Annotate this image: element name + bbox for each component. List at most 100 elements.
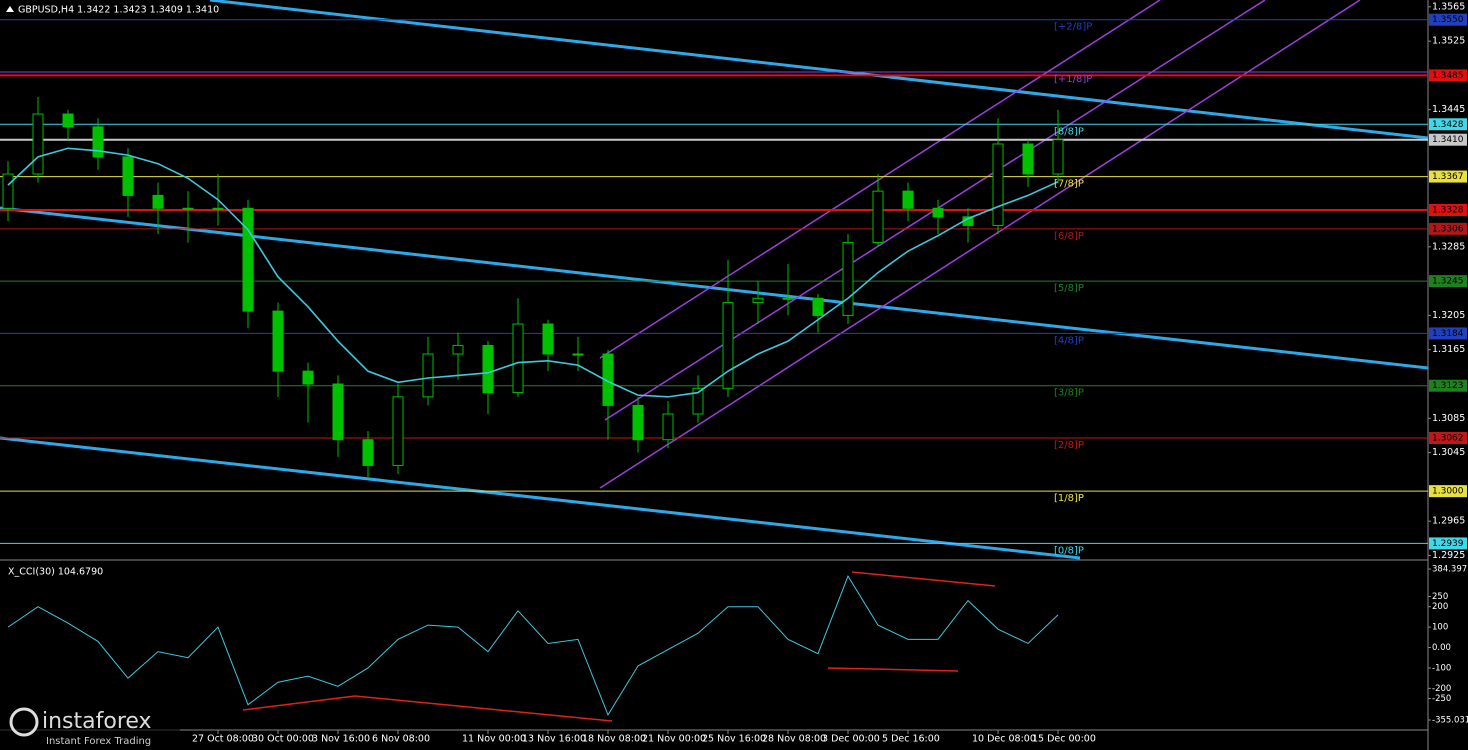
candle-body <box>2 173 14 209</box>
level-tag: [4/8]P <box>1054 335 1084 346</box>
y-tick-label: 1.3085 <box>1432 413 1465 424</box>
x-tick-label: 3 Nov 16:00 <box>312 734 370 745</box>
y-tick-label: 1.2965 <box>1432 516 1465 527</box>
candle-body <box>302 370 314 385</box>
y-tick-label: 1.3565 <box>1432 1 1465 12</box>
price-box <box>1429 222 1467 235</box>
candle-body <box>242 207 254 312</box>
candle-body <box>452 344 464 355</box>
candle-body <box>902 190 914 209</box>
candle-body <box>392 396 404 466</box>
y-tick-label: 1.3165 <box>1432 344 1465 355</box>
logo-tagline: Instant Forex Trading <box>46 736 151 747</box>
y-tick-label: 200 <box>1432 602 1448 612</box>
level-tag: [8/8]P <box>1054 126 1084 137</box>
price-box <box>1429 118 1467 131</box>
level-tag: [+2/8]P <box>1054 22 1092 33</box>
price-box-label: 1.3245 <box>1432 277 1464 287</box>
y-tick-label: 100 <box>1432 623 1448 633</box>
price-box <box>1429 275 1467 288</box>
price-box <box>1429 327 1467 340</box>
level-tag: [+1/8]P <box>1054 74 1092 85</box>
candle-body <box>542 323 554 355</box>
candle-body <box>212 207 224 210</box>
candle-body <box>152 194 164 209</box>
x-tick-label: 10 Dec 08:00 <box>972 734 1036 745</box>
candle-body <box>572 353 584 356</box>
candle-body <box>122 156 134 196</box>
price-box-label: 1.3428 <box>1432 120 1464 130</box>
level-tag: [5/8]P <box>1054 283 1084 294</box>
x-tick-label: 25 Nov 16:00 <box>702 734 766 745</box>
candle-body <box>512 323 524 394</box>
candle-body <box>692 387 704 415</box>
price-box <box>1429 379 1467 392</box>
indicator-line <box>7 147 1059 398</box>
price-box-label: 1.3485 <box>1432 71 1464 81</box>
symbol-header: GBPUSD,H4 1.3422 1.3423 1.3409 1.3410 <box>18 5 219 16</box>
candle-body <box>1022 143 1034 175</box>
candle-body <box>92 126 104 158</box>
price-box-label: 1.3123 <box>1432 381 1464 391</box>
x-tick-label: 28 Nov 08:00 <box>762 734 826 745</box>
candle-body <box>782 297 794 300</box>
candle-body <box>362 439 374 466</box>
y-tick-label: 1.3445 <box>1432 104 1465 115</box>
divergence-line <box>354 695 613 722</box>
y-tick-label: 1.3525 <box>1432 36 1465 47</box>
indicator-header: X_CCI(30) 104.6790 <box>8 567 103 578</box>
y-tick-label: 1.3205 <box>1432 310 1465 321</box>
level-tag: [1/8]P <box>1054 493 1084 504</box>
candle-body <box>992 143 1004 226</box>
menu-arrow <box>6 6 14 12</box>
logo-icon <box>9 707 39 737</box>
candle-body <box>272 310 284 372</box>
candle-body <box>62 113 74 128</box>
y-tick-label: 1.2925 <box>1432 550 1465 561</box>
price-box-label: 1.3550 <box>1432 15 1464 25</box>
price-box-label: 1.3367 <box>1432 172 1464 182</box>
x-tick-label: 5 Dec 16:00 <box>882 734 940 745</box>
x-tick-label: 11 Nov 00:00 <box>462 734 526 745</box>
y-tick-label: -250 <box>1432 694 1451 704</box>
x-tick-label: 30 Oct 00:00 <box>252 734 314 745</box>
price-box <box>1429 432 1467 444</box>
divergence-line <box>827 667 959 672</box>
x-tick-label: 15 Dec 00:00 <box>1032 734 1096 745</box>
level-tag: [6/8]P <box>1054 231 1084 242</box>
y-tick-label: -100 <box>1432 663 1451 673</box>
candle-body <box>812 297 824 316</box>
price-box-label: 1.3062 <box>1432 434 1464 444</box>
price-box <box>1429 13 1467 26</box>
x-tick-label: 21 Nov 00:00 <box>642 734 706 745</box>
x-tick-label: 6 Nov 08:00 <box>372 734 430 745</box>
divergence-line <box>851 571 996 587</box>
y-tick-label: 1.3045 <box>1432 447 1465 458</box>
candle-body <box>842 242 854 316</box>
x-tick-label: 13 Nov 16:00 <box>522 734 586 745</box>
price-box-label: 1.3184 <box>1432 329 1464 339</box>
price-box <box>1429 69 1467 82</box>
marks <box>2 96 1064 717</box>
y-tick-label: 1.3285 <box>1432 241 1465 252</box>
logo-name: instaforex <box>42 709 152 734</box>
candle-body <box>422 353 434 398</box>
indicator-line <box>7 574 1059 717</box>
candle-body <box>482 344 494 394</box>
level-tag: [0/8]P <box>1054 545 1084 556</box>
candle-body <box>1052 139 1064 175</box>
trend-line <box>209 0 1429 140</box>
x-tick-label: 18 Nov 08:00 <box>582 734 646 745</box>
candle-body <box>932 207 944 218</box>
y-tick-label: 384.3971 <box>1432 565 1468 575</box>
level-tag: [7/8]P <box>1054 179 1084 190</box>
x-tick-label: 3 Dec 00:00 <box>822 734 880 745</box>
price-box-label: 1.3410 <box>1432 135 1464 145</box>
y-tick-label: -200 <box>1432 684 1451 694</box>
y-tick-label: 0.00 <box>1432 643 1451 653</box>
price-box <box>1429 485 1467 498</box>
price-box <box>1429 537 1467 550</box>
